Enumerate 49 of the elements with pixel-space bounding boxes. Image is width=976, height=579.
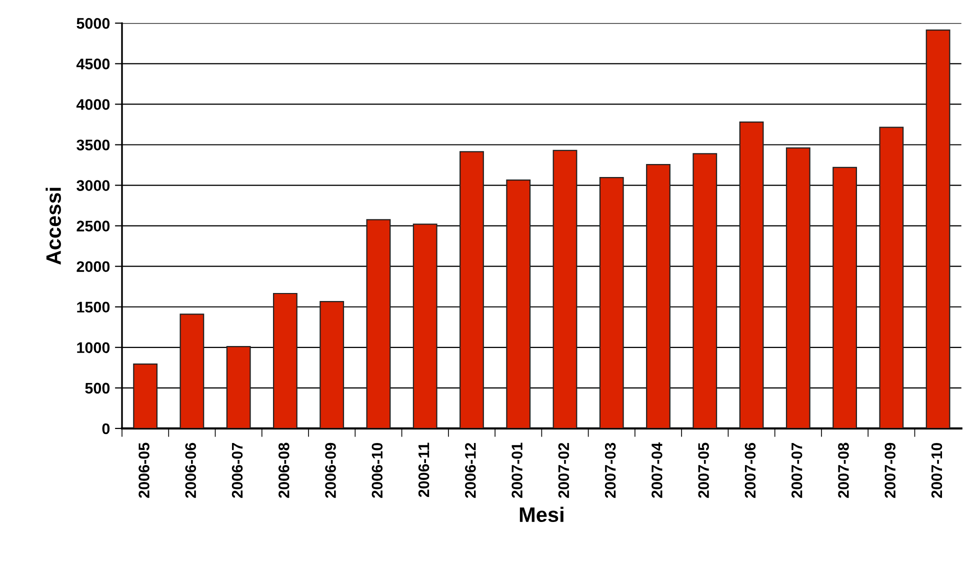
bar: [226, 346, 251, 428]
bar: [599, 177, 624, 428]
bar: [460, 151, 484, 428]
x-tick-label: 2006-06: [185, 442, 196, 498]
y-tick-label: 3000: [76, 180, 110, 191]
y-tick-label: 2000: [76, 261, 110, 272]
bar: [552, 150, 578, 428]
x-tick-label: 2007-08: [838, 442, 849, 498]
x-tick-label: 2006-09: [325, 442, 336, 498]
x-tick-label: 2007-05: [698, 442, 709, 498]
x-tick-label: 2007-07: [791, 443, 802, 498]
bar: [646, 164, 670, 428]
y-tick-label: 5000: [76, 18, 110, 29]
x-tick-label: 2007-06: [744, 442, 756, 498]
x-tick-label: 2007-02: [558, 442, 570, 498]
y-tick-label: 1500: [77, 302, 110, 313]
x-tick-label: 2007-03: [604, 442, 616, 498]
y-tick-label: 3500: [76, 140, 110, 150]
bar: [739, 122, 764, 428]
bar: [926, 29, 950, 428]
bar: [133, 363, 158, 428]
bar: [366, 219, 391, 428]
x-tick-label: 2006-05: [138, 442, 150, 498]
bar: [412, 224, 438, 428]
x-tick-label: 2006-10: [372, 442, 383, 498]
y-tick-label: 1000: [77, 342, 110, 354]
bar: [832, 166, 857, 428]
x-axis-title: Mesi: [520, 506, 564, 522]
x-tick-label: 2006-08: [278, 442, 290, 498]
x-tick-label: 2006-11: [418, 442, 430, 498]
y-tick-label: 500: [85, 382, 110, 394]
y-axis-title: Accessi: [46, 188, 61, 265]
y-tick-label: 0: [102, 423, 110, 434]
y-tick-label: 4500: [76, 58, 110, 70]
y-tick-label: 4000: [76, 99, 110, 110]
bar: [879, 126, 904, 428]
x-tick-label: 2007-09: [884, 442, 896, 498]
y-tick-label: 2500: [76, 220, 110, 232]
bar: [320, 301, 344, 428]
bar: [692, 153, 718, 428]
x-tick-label: 2007-04: [652, 442, 662, 498]
bar: [786, 147, 810, 428]
bar: [272, 292, 298, 428]
x-tick-label: 2006-07: [232, 443, 243, 498]
x-tick-label: 2007-10: [931, 442, 942, 498]
x-tick-label: 2007-01: [512, 442, 522, 498]
bar: [180, 314, 204, 428]
x-tick-label: 2006-12: [465, 442, 476, 498]
bar: [506, 179, 531, 428]
